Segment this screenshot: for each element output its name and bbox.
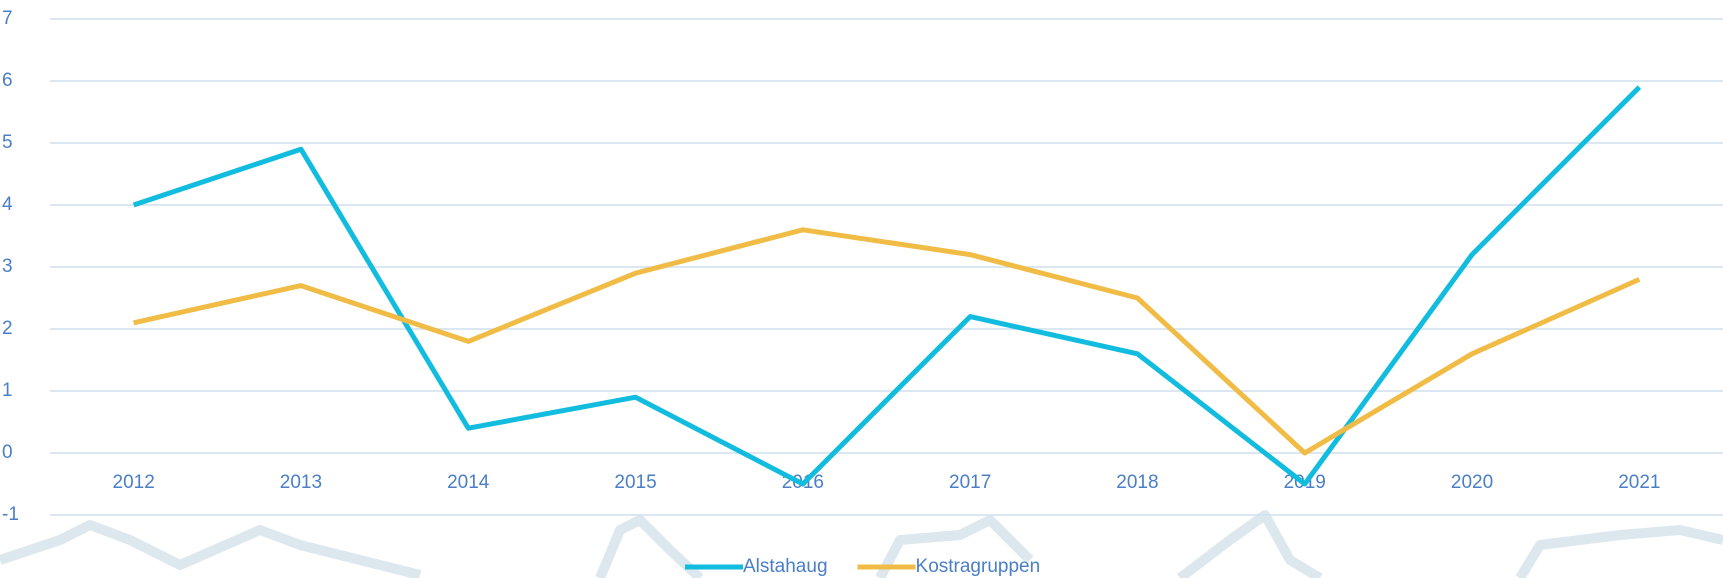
series-line — [132, 85, 1642, 487]
x-tick-label: 2017 — [949, 472, 991, 493]
series-line — [133, 227, 1641, 456]
y-tick-label: 4 — [2, 194, 13, 215]
y-tick-label: 0 — [2, 442, 13, 463]
x-tick-label: 2021 — [1618, 472, 1660, 493]
y-tick-label: 2 — [2, 318, 13, 339]
y-tick-label: 7 — [2, 8, 13, 29]
y-tick-label: 6 — [2, 70, 13, 91]
x-tick-label: 2013 — [280, 472, 322, 493]
x-tick-label: 2018 — [1116, 472, 1158, 493]
x-tick-label: 2014 — [447, 472, 490, 493]
x-tick-label: 2015 — [614, 472, 656, 493]
x-tick-label: 2020 — [1451, 472, 1493, 493]
y-tick-label: 1 — [2, 380, 13, 401]
y-tick-label: 5 — [2, 132, 13, 153]
background-decoration — [0, 510, 1723, 578]
y-tick-label: 3 — [2, 256, 13, 277]
legend-label: Kostragruppen — [916, 556, 1041, 577]
x-tick-label: 2012 — [113, 472, 155, 493]
legend-label: Alstahaug — [743, 556, 828, 577]
y-tick-label: -1 — [2, 504, 19, 525]
